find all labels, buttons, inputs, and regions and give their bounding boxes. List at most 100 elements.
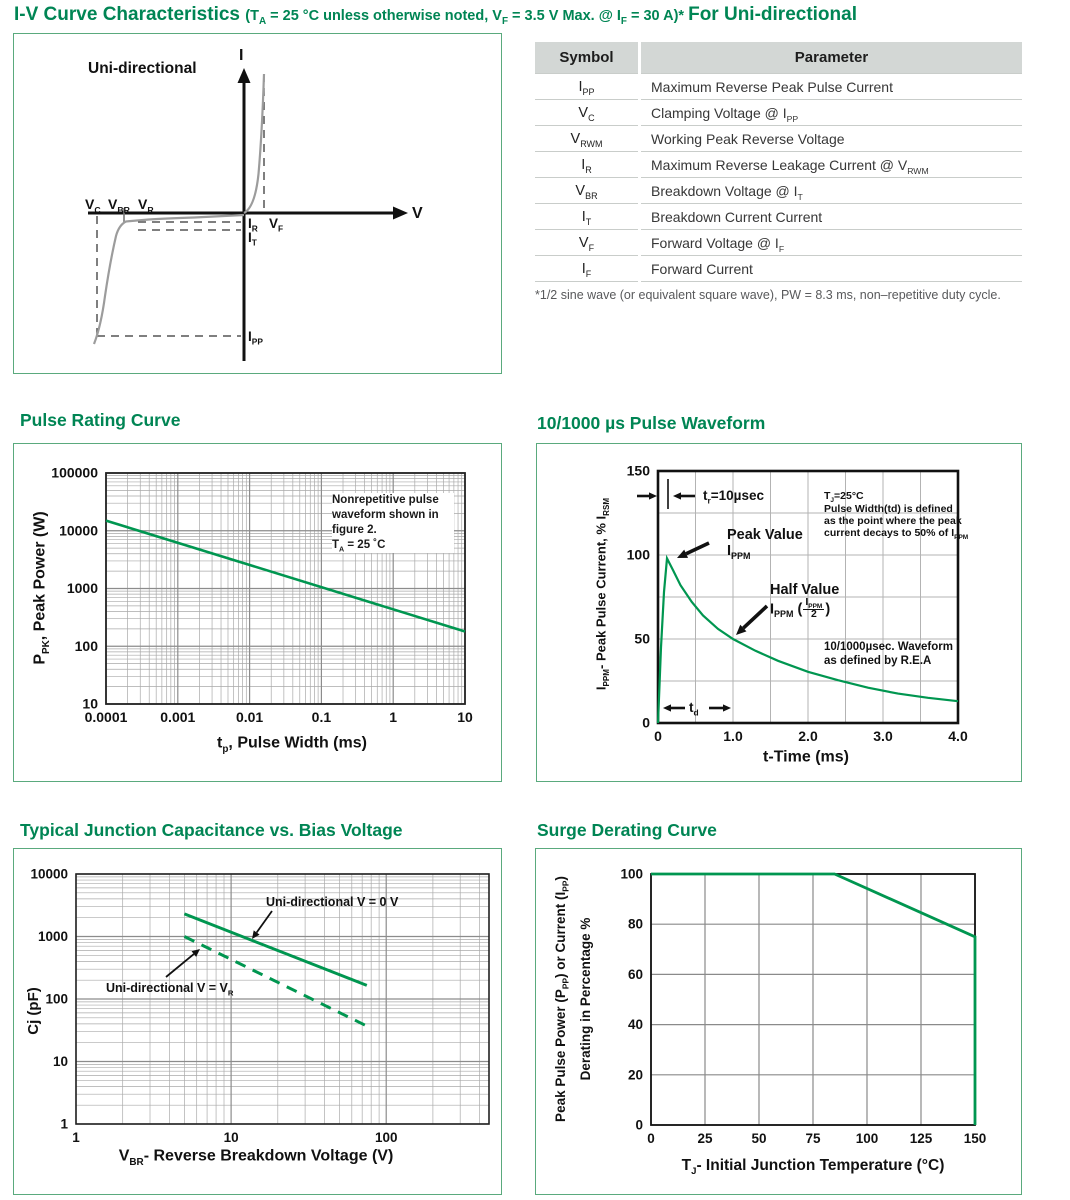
pulse-waveform-chart-panel: 0 1.0 2.0 3.0 4.0 0 50 100 150 tr=10µsec td Peak Va… — [536, 443, 1022, 782]
chart-text: VC — [85, 196, 101, 215]
svg-text:10: 10 — [457, 709, 473, 725]
svg-text:0.01: 0.01 — [236, 709, 263, 725]
chart-text: Uni-directional V = 0 V — [266, 895, 399, 909]
surge-derating-chart-panel: 0 25 50 75 100 125 150 0 20 40 60 80 100 TJ- Initial … — [535, 848, 1022, 1195]
svg-text:1: 1 — [389, 709, 397, 725]
svg-text:100: 100 — [627, 547, 651, 563]
parameter-table-body: IPP Maximum Reverse Peak Pulse Current VC C… — [535, 73, 1022, 282]
svg-text:40: 40 — [628, 1017, 643, 1032]
table-row: VRWM Working Peak Reverse Voltage — [535, 125, 1022, 152]
svg-text:0.001: 0.001 — [160, 709, 195, 725]
svg-text:3.0: 3.0 — [873, 728, 893, 744]
symbol-cell: IF — [535, 255, 641, 282]
svg-text:0: 0 — [647, 1131, 655, 1146]
pulse_waveform-canvas: 0 1.0 2.0 3.0 4.0 0 50 100 150 — [627, 463, 968, 745]
chart-text: t-Time (ms) — [763, 748, 849, 766]
svg-text:100: 100 — [75, 638, 99, 654]
chart-text: VBR- Reverse Breakdown Voltage (V) — [118, 1147, 394, 1168]
chart-text: as defined by R.E.A — [824, 655, 932, 667]
svg-text:25: 25 — [697, 1131, 713, 1146]
series-line — [183, 935, 368, 1028]
chart-text: VF — [269, 216, 284, 234]
parameter-cell: Maximum Reverse Leakage Current @ VRWM — [639, 151, 1022, 178]
table-row: VF Forward Voltage @ IF — [535, 229, 1022, 256]
svg-text:1.0: 1.0 — [723, 728, 743, 744]
chart-text: IPPM — [727, 543, 751, 561]
chart-text: Uni-directional — [88, 60, 197, 77]
svg-text:60: 60 — [628, 967, 643, 982]
heading-surge-derating: Surge Derating Curve — [537, 820, 717, 840]
table-row: IR Maximum Reverse Leakage Current @ VRWM — [535, 151, 1022, 178]
symbol-cell: IPP — [535, 73, 641, 100]
chart-text: as the point where the peak — [824, 515, 962, 527]
svg-text:50: 50 — [634, 631, 650, 647]
chart-text: I — [239, 47, 244, 64]
chart-text: td — [689, 700, 699, 718]
page-title: I-V Curve Characteristics (TA = 25 °C un… — [14, 4, 857, 28]
svg-text:100: 100 — [375, 1130, 398, 1145]
chart-text: Peak Value — [727, 527, 803, 543]
chart-text: 10/1000µsec. Waveform — [824, 641, 953, 653]
iv-diagram-canvas — [88, 68, 408, 361]
table-row: IF Forward Current — [535, 255, 1022, 282]
svg-text:1: 1 — [72, 1130, 80, 1145]
chart-text: Peak Pulse Power (PPP) or Current (IPP) — [553, 876, 571, 1122]
heading-pulse-rating: Pulse Rating Curve — [20, 410, 181, 430]
symbol-cell: IT — [535, 203, 641, 230]
svg-text:1000: 1000 — [67, 580, 98, 596]
svg-text:1000: 1000 — [38, 929, 68, 944]
chart-text: IT — [248, 230, 257, 248]
table-row: IPP Maximum Reverse Peak Pulse Current — [535, 73, 1022, 100]
parameter-cell: Maximum Reverse Peak Pulse Current — [639, 73, 1022, 100]
pulse_rating-canvas: 0.0001 0.001 0.01 0.1 1 10 10 100 1000 10000 10000… — [51, 465, 473, 726]
svg-text:100000: 100000 — [51, 465, 98, 481]
table-row: VBR Breakdown Voltage @ IT — [535, 177, 1022, 204]
chart-text: TJ- Initial Junction Temperature (°C) — [681, 1156, 945, 1177]
chart-text: Half Value — [770, 582, 840, 598]
svg-text:150: 150 — [964, 1131, 987, 1146]
svg-text:10000: 10000 — [30, 867, 68, 882]
symbol-cell: VRWM — [535, 125, 641, 152]
iv-curve-panel: Uni-directional I V VC VBR VR IR VF IT IPP — [13, 33, 502, 374]
parameter-cell: Forward Voltage @ IF — [639, 229, 1022, 256]
svg-text:75: 75 — [805, 1131, 821, 1146]
chart-text: VR — [138, 196, 154, 215]
svg-text:4.0: 4.0 — [948, 728, 968, 744]
column-header-symbol: Symbol — [535, 42, 641, 74]
svg-text:20: 20 — [628, 1067, 643, 1082]
svg-text:10000: 10000 — [59, 522, 98, 538]
series-line — [656, 554, 959, 724]
parameter-cell: Forward Current — [639, 255, 1022, 282]
svg-text:100: 100 — [856, 1131, 879, 1146]
svg-text:125: 125 — [910, 1131, 933, 1146]
parameter-cell: Breakdown Voltage @ IT — [639, 177, 1022, 204]
chart-text: IR — [248, 216, 258, 234]
chart-text: IPP — [248, 329, 263, 347]
chart-text: tr=10µsec — [703, 488, 764, 506]
series-line — [651, 872, 977, 1125]
table-row: VC Clamping Voltage @ IPP — [535, 99, 1022, 126]
symbol-cell: IR — [535, 151, 641, 178]
heading-junction-capacitance: Typical Junction Capacitance vs. Bias Vo… — [20, 820, 403, 840]
chart-text: V — [412, 205, 423, 222]
chart-text: Pulse Width(td) is defined — [824, 503, 953, 515]
svg-text:10: 10 — [224, 1130, 239, 1145]
table-footnote: *1/2 sine wave (or equivalent square wav… — [535, 288, 1001, 302]
svg-text:10: 10 — [82, 696, 98, 712]
chart-text: TJ=25°C — [824, 490, 864, 505]
chart-text: IPPM- Peak Pulse Current, % IRSM — [593, 497, 611, 691]
junction_capacitance-canvas: 1 10 100 1 10 100 1000 10000 — [30, 867, 490, 1145]
symbol-cell: VC — [535, 99, 641, 126]
iv-curve — [92, 213, 245, 345]
series-line — [105, 519, 466, 633]
svg-text:0: 0 — [654, 728, 662, 744]
chart-text: PPK, Peak Power (W) — [31, 511, 52, 665]
svg-text:100: 100 — [45, 992, 68, 1007]
svg-text:2.0: 2.0 — [798, 728, 818, 744]
iv-curve — [243, 73, 266, 214]
pulse-rating-chart-panel: 0.0001 0.001 0.01 0.1 1 10 10 100 1000 10000 10000… — [13, 443, 502, 782]
series-line — [183, 912, 368, 987]
svg-text:150: 150 — [627, 463, 651, 479]
chart-text: current decays to 50% of IPPM — [824, 527, 969, 542]
